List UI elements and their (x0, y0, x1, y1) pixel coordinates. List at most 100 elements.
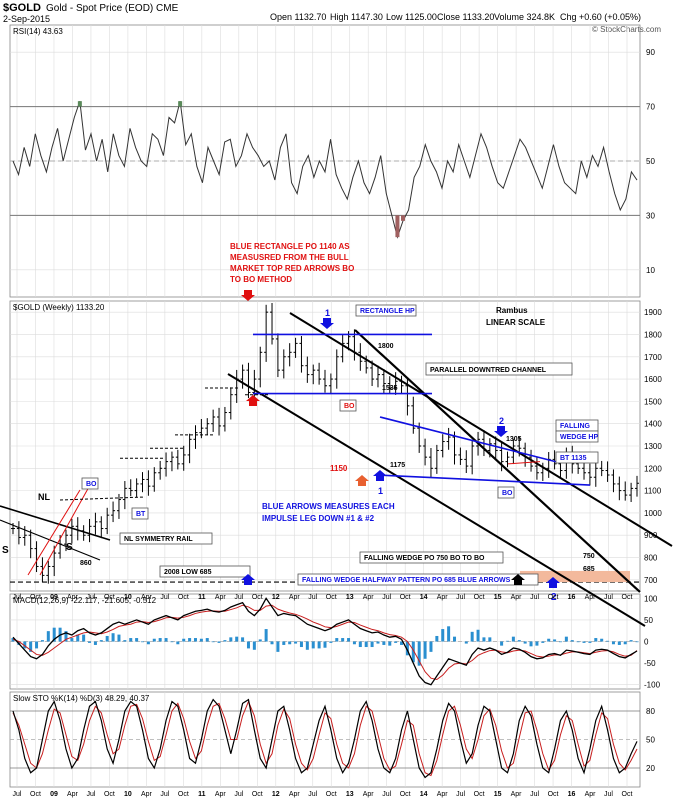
macd-histogram-bar (370, 641, 374, 648)
macd-histogram-bar (541, 641, 545, 643)
macd-histogram-bar (341, 638, 345, 642)
red-arrow-top (241, 290, 255, 301)
macd-histogram-bar (117, 634, 121, 642)
macd-histogram-bar (129, 638, 133, 642)
x-tick-label: Jul (382, 791, 391, 798)
red-arrow-bottom (246, 395, 260, 406)
macd-histogram-bar (411, 641, 415, 663)
x-tick-label: Apr (437, 594, 449, 601)
nl-label: NL (38, 492, 50, 502)
price-tick-label: 1100 (644, 487, 662, 496)
sto-tick-label: 80 (646, 707, 655, 716)
macd-histogram-bar (547, 638, 551, 642)
macd-histogram-bar (441, 629, 445, 642)
x-tick-label: Apr (215, 791, 227, 798)
nl-rail (0, 519, 101, 561)
macd-histogram-bar (70, 638, 74, 642)
x-tick-label: Apr (289, 594, 301, 601)
macd-histogram-bar (453, 636, 457, 642)
x-tick-label: Oct (252, 594, 263, 601)
level-1800: 1800 (378, 343, 394, 350)
macd-histogram-bar (288, 641, 292, 645)
x-tick-label: Apr (141, 791, 153, 798)
sto-d-line (12, 700, 638, 777)
wedge-top (379, 416, 561, 464)
price-tick-label: 1600 (644, 375, 662, 384)
macd-histogram-bar (252, 641, 256, 650)
rectangle-hp-label-box (355, 304, 417, 317)
x-tick-label: Oct (178, 791, 189, 798)
macd-histogram-bar (423, 641, 427, 659)
bo-label-1: BO (86, 481, 97, 488)
neckline-left (0, 505, 111, 541)
macd-histogram-bar (470, 631, 474, 642)
macd-histogram-bar (264, 629, 268, 642)
rsi-label: RSI(14) 43.63 (13, 27, 63, 36)
macd-histogram-bar (623, 641, 627, 645)
low-2008-label: 2008 LOW 685 (164, 569, 212, 576)
macd-histogram-bar (476, 629, 480, 642)
macd-histogram-bar (170, 641, 174, 643)
title-annotation: TO BO METHOD (230, 275, 292, 284)
macd-histogram-bar (558, 641, 562, 643)
macd-histogram-bar (270, 641, 274, 645)
macd-label: MACD(12,26,9) -22.117, -21.605, -0.512 (13, 596, 157, 605)
x-tick-label: Jul (160, 594, 169, 601)
macd-histogram-bar (176, 641, 180, 645)
header-volume: Volume 324.8K (494, 12, 555, 22)
blue-arrow-1-bottom (373, 470, 387, 481)
macd-histogram-bar (400, 641, 404, 645)
macd-histogram-bar (352, 641, 356, 645)
x-tick-label: 12 (272, 594, 280, 601)
x-tick-label: Apr (67, 791, 79, 798)
x-tick-label: Oct (548, 791, 559, 798)
macd-histogram-bar (294, 641, 298, 644)
x-tick-label: Jul (86, 791, 95, 798)
price-tick-label: 1400 (644, 420, 662, 429)
macd-histogram-bar (223, 640, 227, 642)
x-tick-label: 16 (568, 594, 576, 601)
macd-histogram-bar (347, 638, 351, 642)
x-tick-label: Jul (308, 594, 317, 601)
macd-histogram-bar (282, 641, 286, 645)
macd-histogram-bar (88, 641, 92, 643)
level-1535: 1535 (382, 385, 398, 392)
chart-date: 2-Sep-2015 (3, 14, 50, 24)
blue-arrows-text: IMPULSE LEG DOWN #1 & #2 (262, 514, 375, 523)
macd-histogram-bar (29, 641, 33, 652)
red-diag-2 (39, 484, 91, 576)
blue-arrows-text: BLUE ARROWS MEASURES EACH (262, 502, 395, 511)
macd-signal-line (12, 604, 638, 681)
x-tick-label: Oct (30, 791, 41, 798)
black-arrow (511, 574, 525, 585)
price-tick-label: 1900 (644, 308, 662, 317)
x-tick-label: Jul (530, 594, 539, 601)
macd-histogram-bar (52, 627, 56, 642)
bt-1135-label-box (555, 451, 599, 464)
macd-histogram-bar (193, 638, 197, 642)
x-tick-label: Jul (234, 791, 243, 798)
x-tick-label: Jul (160, 791, 169, 798)
x-tick-label: Apr (363, 791, 375, 798)
macd-histogram-bar (76, 634, 80, 642)
macd-histogram-bar (505, 640, 509, 642)
price-tick-label: 1300 (644, 442, 662, 451)
x-tick-label: Oct (178, 594, 189, 601)
x-tick-label: Apr (289, 791, 301, 798)
wedge-po-label: FALLING WEDGE PO 750 BO TO BO (364, 555, 485, 562)
x-tick-label: Oct (548, 594, 559, 601)
red-diag-1 (27, 489, 81, 576)
blue-arrow-halfway (241, 574, 255, 585)
macd-histogram-bar (464, 641, 468, 644)
x-tick-label: 15 (494, 791, 502, 798)
sto-k-line (12, 698, 638, 779)
x-tick-label: 11 (198, 791, 206, 798)
macd-histogram-bar (394, 641, 398, 643)
x-tick-label: Oct (104, 594, 115, 601)
macd-histogram-bar (629, 640, 633, 642)
x-tick-label: Jul (13, 791, 22, 798)
wedge-red-line (507, 461, 541, 465)
sto-tick-label: 50 (646, 736, 655, 745)
x-tick-label: Jul (456, 594, 465, 601)
bt-label-box (131, 507, 149, 520)
